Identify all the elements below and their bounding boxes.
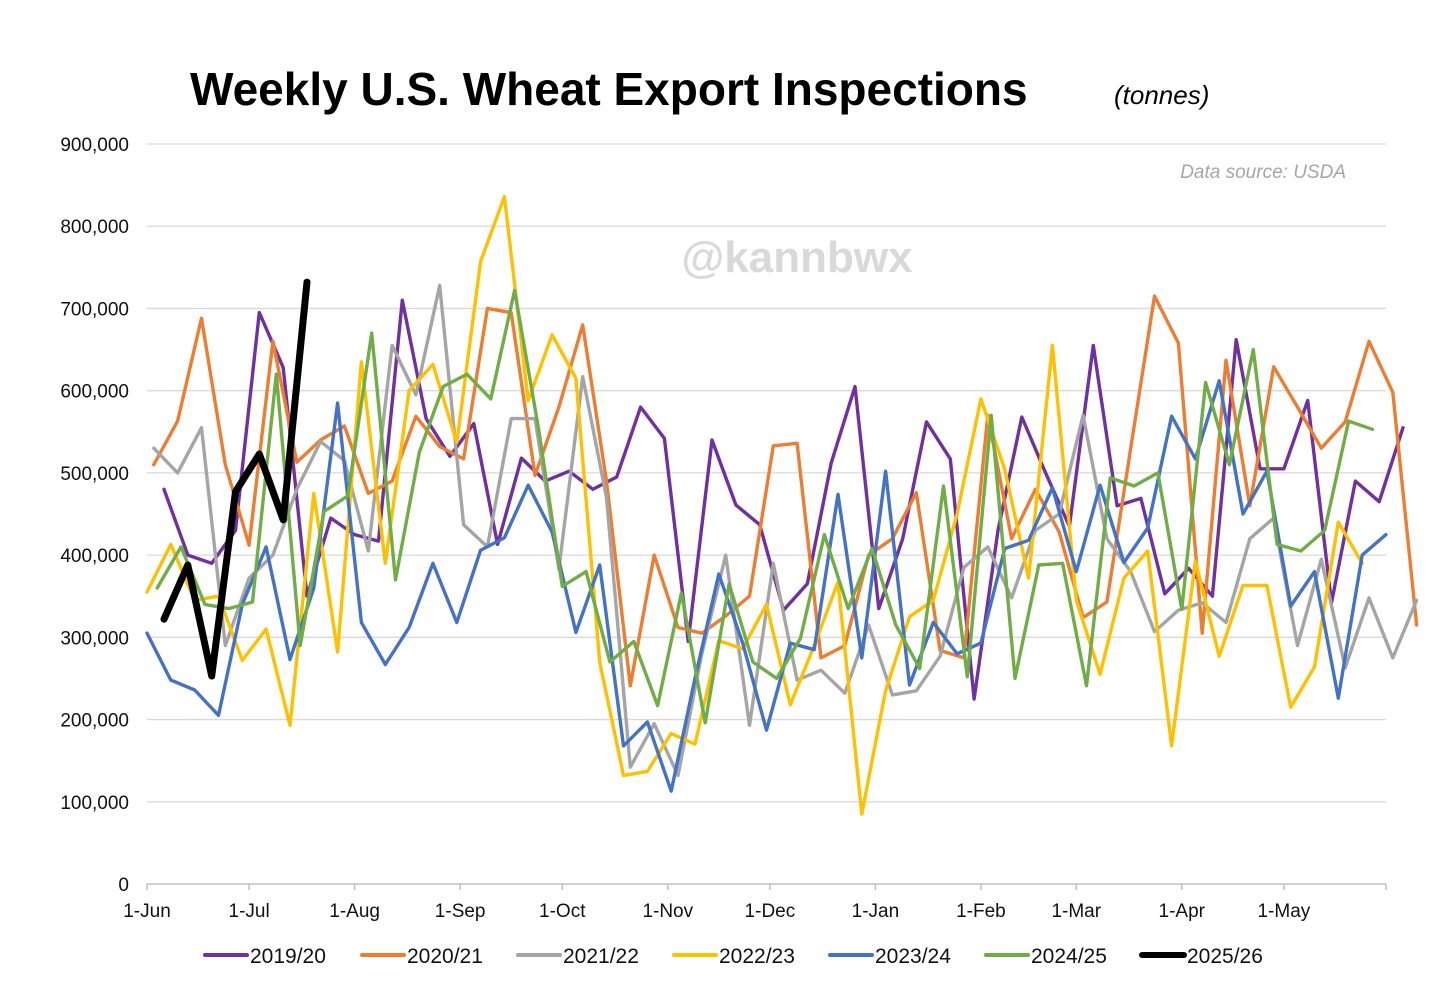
x-tick-label: 1-Jan [852,901,900,922]
series-line-2025-26 [160,278,311,680]
chart-subtitle: (tonnes) [1114,80,1209,110]
y-tick-label: 800,000 [60,217,129,238]
x-tick-label: 1-Jun [123,901,171,922]
series-lines [145,194,1419,816]
x-tick-label: 1-Feb [956,901,1006,922]
data-source-note: Data source: USDA [1180,162,1346,183]
watermark-text: @kannbwx [681,233,913,282]
y-tick-label: 900,000 [60,135,129,156]
series-line-2023-24 [145,379,1388,793]
y-tick-label: 500,000 [60,464,129,485]
x-tick-label: 1-Aug [329,901,380,922]
y-tick-label: 200,000 [60,711,129,732]
legend: 2019/20 2020/21 2021/22 2022/23 2023/24 2024/… [203,945,1263,968]
y-tick-label: 100,000 [60,793,129,814]
y-tick-label: 600,000 [60,382,129,403]
series-line-2024-25 [155,288,1375,725]
chart-title: Weekly U.S. Wheat Export Inspections [190,63,1028,115]
x-tick-label: 1-Nov [642,901,693,922]
x-tick-label: 1-Mar [1051,901,1101,922]
legend-label-2021-22: 2021/22 [563,945,639,968]
legend-label-2020-21: 2020/21 [407,945,483,968]
x-tick-label: 1-May [1257,901,1310,922]
y-tick-label: 300,000 [60,628,129,649]
legend-label-2022-23: 2022/23 [719,945,795,968]
legend-label-2019-20: 2019/20 [250,945,326,968]
y-axis-tick-labels: 0 100,000 200,000 300,000 400,000 500,000 600,… [60,135,129,896]
x-tick-label: 1-Jul [229,901,270,922]
y-tick-label: 400,000 [60,546,129,567]
y-tick-label: 0 [118,875,129,896]
legend-label-2023-24: 2023/24 [875,945,951,968]
y-tick-label: 700,000 [60,299,129,320]
x-tick-label: 1-Dec [745,901,796,922]
chart-title-group: Weekly U.S. Wheat Export Inspections (to… [190,63,1209,115]
series-line-2021-22 [152,283,1419,778]
series-line-2020-21 [152,294,1419,688]
x-axis: 1-Jun 1-Jul 1-Aug 1-Sep 1-Oct 1-Nov 1-Dec 1-Jan… [123,883,1387,922]
series-line-2022-23 [145,194,1364,816]
x-tick-label: 1-Sep [435,901,486,922]
x-tick-label: 1-Apr [1159,901,1206,922]
legend-label-2025-26: 2025/26 [1187,945,1263,968]
x-tick-label: 1-Oct [539,901,586,922]
legend-label-2024-25: 2024/25 [1031,945,1107,968]
